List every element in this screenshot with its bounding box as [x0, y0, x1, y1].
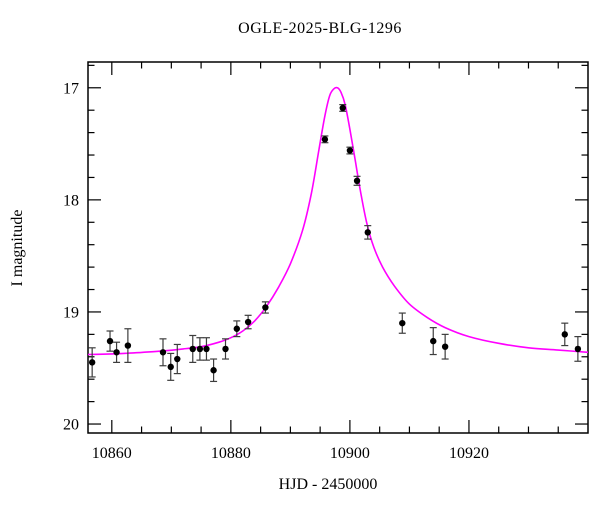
data-point — [441, 343, 449, 350]
data-point — [174, 355, 181, 363]
data-point — [189, 345, 196, 353]
data-point — [210, 367, 217, 374]
x-tick-label: 10880 — [211, 445, 251, 462]
data-point — [88, 359, 96, 366]
data-point — [106, 337, 114, 345]
data-point — [561, 331, 568, 338]
x-tick-label: 10860 — [92, 445, 132, 462]
data-point — [346, 147, 354, 154]
x-tick-label: 10920 — [449, 445, 489, 462]
data-point — [113, 349, 120, 356]
data-point — [233, 325, 241, 332]
data-point — [124, 342, 132, 349]
data-point — [353, 177, 361, 185]
data-point — [574, 345, 582, 353]
data-point — [159, 349, 167, 356]
data-point — [321, 136, 329, 143]
y-tick-label: 20 — [63, 417, 79, 434]
data-point — [399, 319, 406, 327]
data-point — [196, 345, 204, 353]
data-point — [262, 304, 269, 311]
y-axis-label: I magnitude — [9, 209, 26, 287]
data-point — [430, 337, 437, 345]
plot-frame — [87, 61, 589, 434]
data-point — [167, 363, 174, 371]
data-point — [222, 345, 229, 353]
x-tick-label: 10900 — [330, 445, 370, 462]
y-tick-label: 18 — [63, 192, 79, 209]
data-point — [244, 318, 252, 326]
data-point — [364, 229, 371, 236]
y-tick-label: 19 — [63, 304, 79, 321]
y-tick-label: 17 — [63, 80, 79, 97]
x-axis-label: HJD - 2450000 — [278, 476, 378, 493]
chart-title: OGLE-2025-BLG-1296 — [238, 20, 402, 37]
data-point — [203, 345, 210, 353]
data-point — [339, 104, 346, 112]
model-curve — [87, 86, 589, 356]
